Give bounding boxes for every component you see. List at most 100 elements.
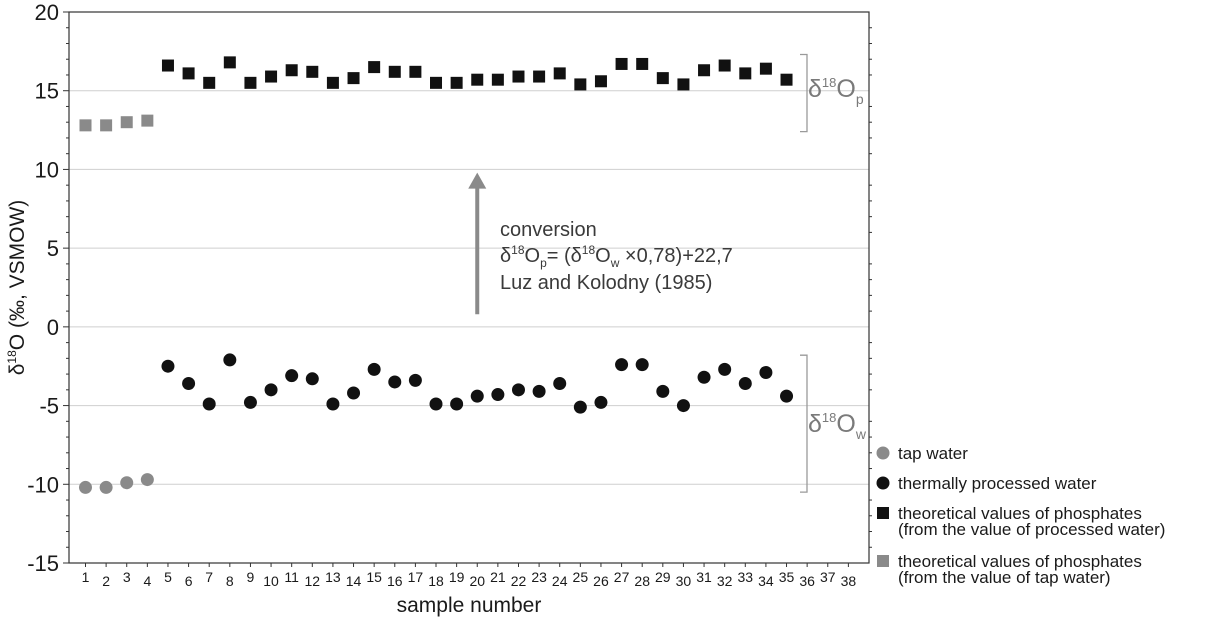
point-series-1 — [676, 399, 690, 413]
square-series-2 — [182, 67, 195, 80]
bracket-1 — [800, 354, 808, 493]
x-tick-label: 28 — [634, 573, 650, 589]
square-series-2 — [512, 70, 525, 83]
legend-marker-2 — [877, 507, 889, 519]
x-tick-label: 38 — [841, 573, 857, 589]
x-tick-label: 25 — [573, 569, 589, 585]
bw-sup: 18 — [822, 410, 836, 425]
range-brackets — [800, 53, 808, 493]
bp-sup: 18 — [822, 75, 836, 90]
x-tick-label: 18 — [428, 573, 444, 589]
point-series-1 — [718, 362, 732, 376]
square-series-3 — [141, 114, 154, 127]
annotation-reference: Luz and Kolodny (1985) — [500, 272, 712, 294]
point-series-1 — [367, 362, 381, 376]
x-axis-label: sample number — [397, 594, 542, 617]
square-series-2 — [306, 65, 319, 78]
conversion-arrow — [468, 172, 487, 315]
y-tick-label: -5 — [39, 394, 59, 419]
bp-sub: p — [856, 91, 864, 107]
square-series-2 — [759, 62, 772, 75]
point-series-1 — [305, 372, 319, 386]
square-series-2 — [718, 59, 731, 72]
x-tick-label: 37 — [820, 569, 836, 585]
point-series-1 — [656, 384, 670, 398]
square-series-2 — [347, 72, 360, 85]
x-tick-label: 12 — [305, 573, 321, 589]
legend: tap water thermally processed water theore… — [876, 444, 1165, 587]
x-tick-label: 27 — [614, 569, 630, 585]
x-tick-label: 9 — [247, 569, 255, 585]
legend-marker-1 — [876, 476, 890, 490]
x-tick-label: 13 — [325, 569, 341, 585]
square-series-2 — [677, 78, 690, 91]
point-series-0 — [78, 480, 92, 494]
point-series-1 — [264, 383, 278, 397]
legend-label-1: thermally processed water — [898, 474, 1097, 493]
x-tick-label: 8 — [226, 573, 234, 589]
x-tick-label: 16 — [387, 573, 403, 589]
point-series-1 — [635, 358, 649, 372]
y-axis-ticks: -15 -10 -5 0 5 10 15 20 — [27, 0, 872, 576]
x-tick-label: 21 — [490, 569, 506, 585]
bracket-0 — [800, 53, 808, 133]
x-tick-label: 33 — [737, 569, 753, 585]
x-tick-label: 3 — [123, 569, 131, 585]
x-tick-label: 2 — [102, 573, 110, 589]
legend-label-line2-3: (from the value of tap water) — [898, 568, 1111, 587]
x-tick-label: 30 — [676, 573, 692, 589]
gridlines — [69, 90, 869, 485]
square-series-2 — [450, 76, 463, 89]
square-series-3 — [79, 119, 92, 132]
x-tick-label: 11 — [284, 569, 299, 585]
eq-sub-w: w — [610, 256, 620, 270]
eq-delta-1: δ — [500, 245, 511, 267]
x-tick-label: 26 — [593, 573, 609, 589]
legend-label-0: tap water — [898, 444, 968, 463]
point-series-1 — [223, 353, 237, 367]
x-tick-label: 1 — [82, 569, 90, 585]
point-series-0 — [140, 473, 154, 487]
square-series-2 — [636, 57, 649, 70]
y-tick-label: 20 — [35, 0, 59, 25]
x-tick-label: 20 — [469, 573, 485, 589]
legend-marker-3 — [877, 555, 889, 567]
square-series-2 — [739, 67, 752, 80]
bracket-label-water: δ18Ow — [808, 410, 867, 442]
x-tick-label: 24 — [552, 573, 568, 589]
point-series-1 — [491, 388, 505, 402]
x-tick-label: 15 — [366, 569, 382, 585]
data-marks — [78, 56, 794, 494]
x-tick-label: 36 — [799, 573, 815, 589]
square-series-2 — [430, 76, 443, 89]
x-tick-label: 35 — [779, 569, 795, 585]
point-series-1 — [511, 383, 525, 397]
eq-o-1: O — [525, 245, 541, 267]
eq-sup-2: 18 — [582, 243, 596, 257]
square-series-2 — [326, 76, 339, 89]
point-series-1 — [697, 370, 711, 384]
square-series-2 — [574, 78, 587, 91]
square-series-2 — [594, 75, 607, 88]
bw-delta: δ — [808, 410, 822, 438]
x-tick-label: 31 — [696, 569, 712, 585]
square-series-2 — [368, 61, 381, 74]
x-tick-label: 22 — [511, 573, 527, 589]
square-series-2 — [491, 73, 504, 86]
point-series-1 — [450, 397, 464, 411]
x-tick-label: 32 — [717, 573, 733, 589]
legend-marker-0 — [876, 446, 890, 460]
x-tick-label: 10 — [263, 573, 279, 589]
bw-sub: w — [855, 426, 867, 442]
square-series-2 — [656, 72, 669, 85]
square-series-2 — [265, 70, 278, 83]
eq-end: ×0,78)+22,7 — [619, 245, 732, 267]
y-tick-label: 5 — [47, 236, 59, 261]
plot-frame — [68, 11, 870, 564]
point-series-1 — [408, 373, 422, 387]
square-series-2 — [471, 73, 484, 86]
point-series-1 — [285, 369, 299, 383]
x-tick-label: 23 — [531, 569, 547, 585]
point-series-1 — [594, 395, 608, 409]
